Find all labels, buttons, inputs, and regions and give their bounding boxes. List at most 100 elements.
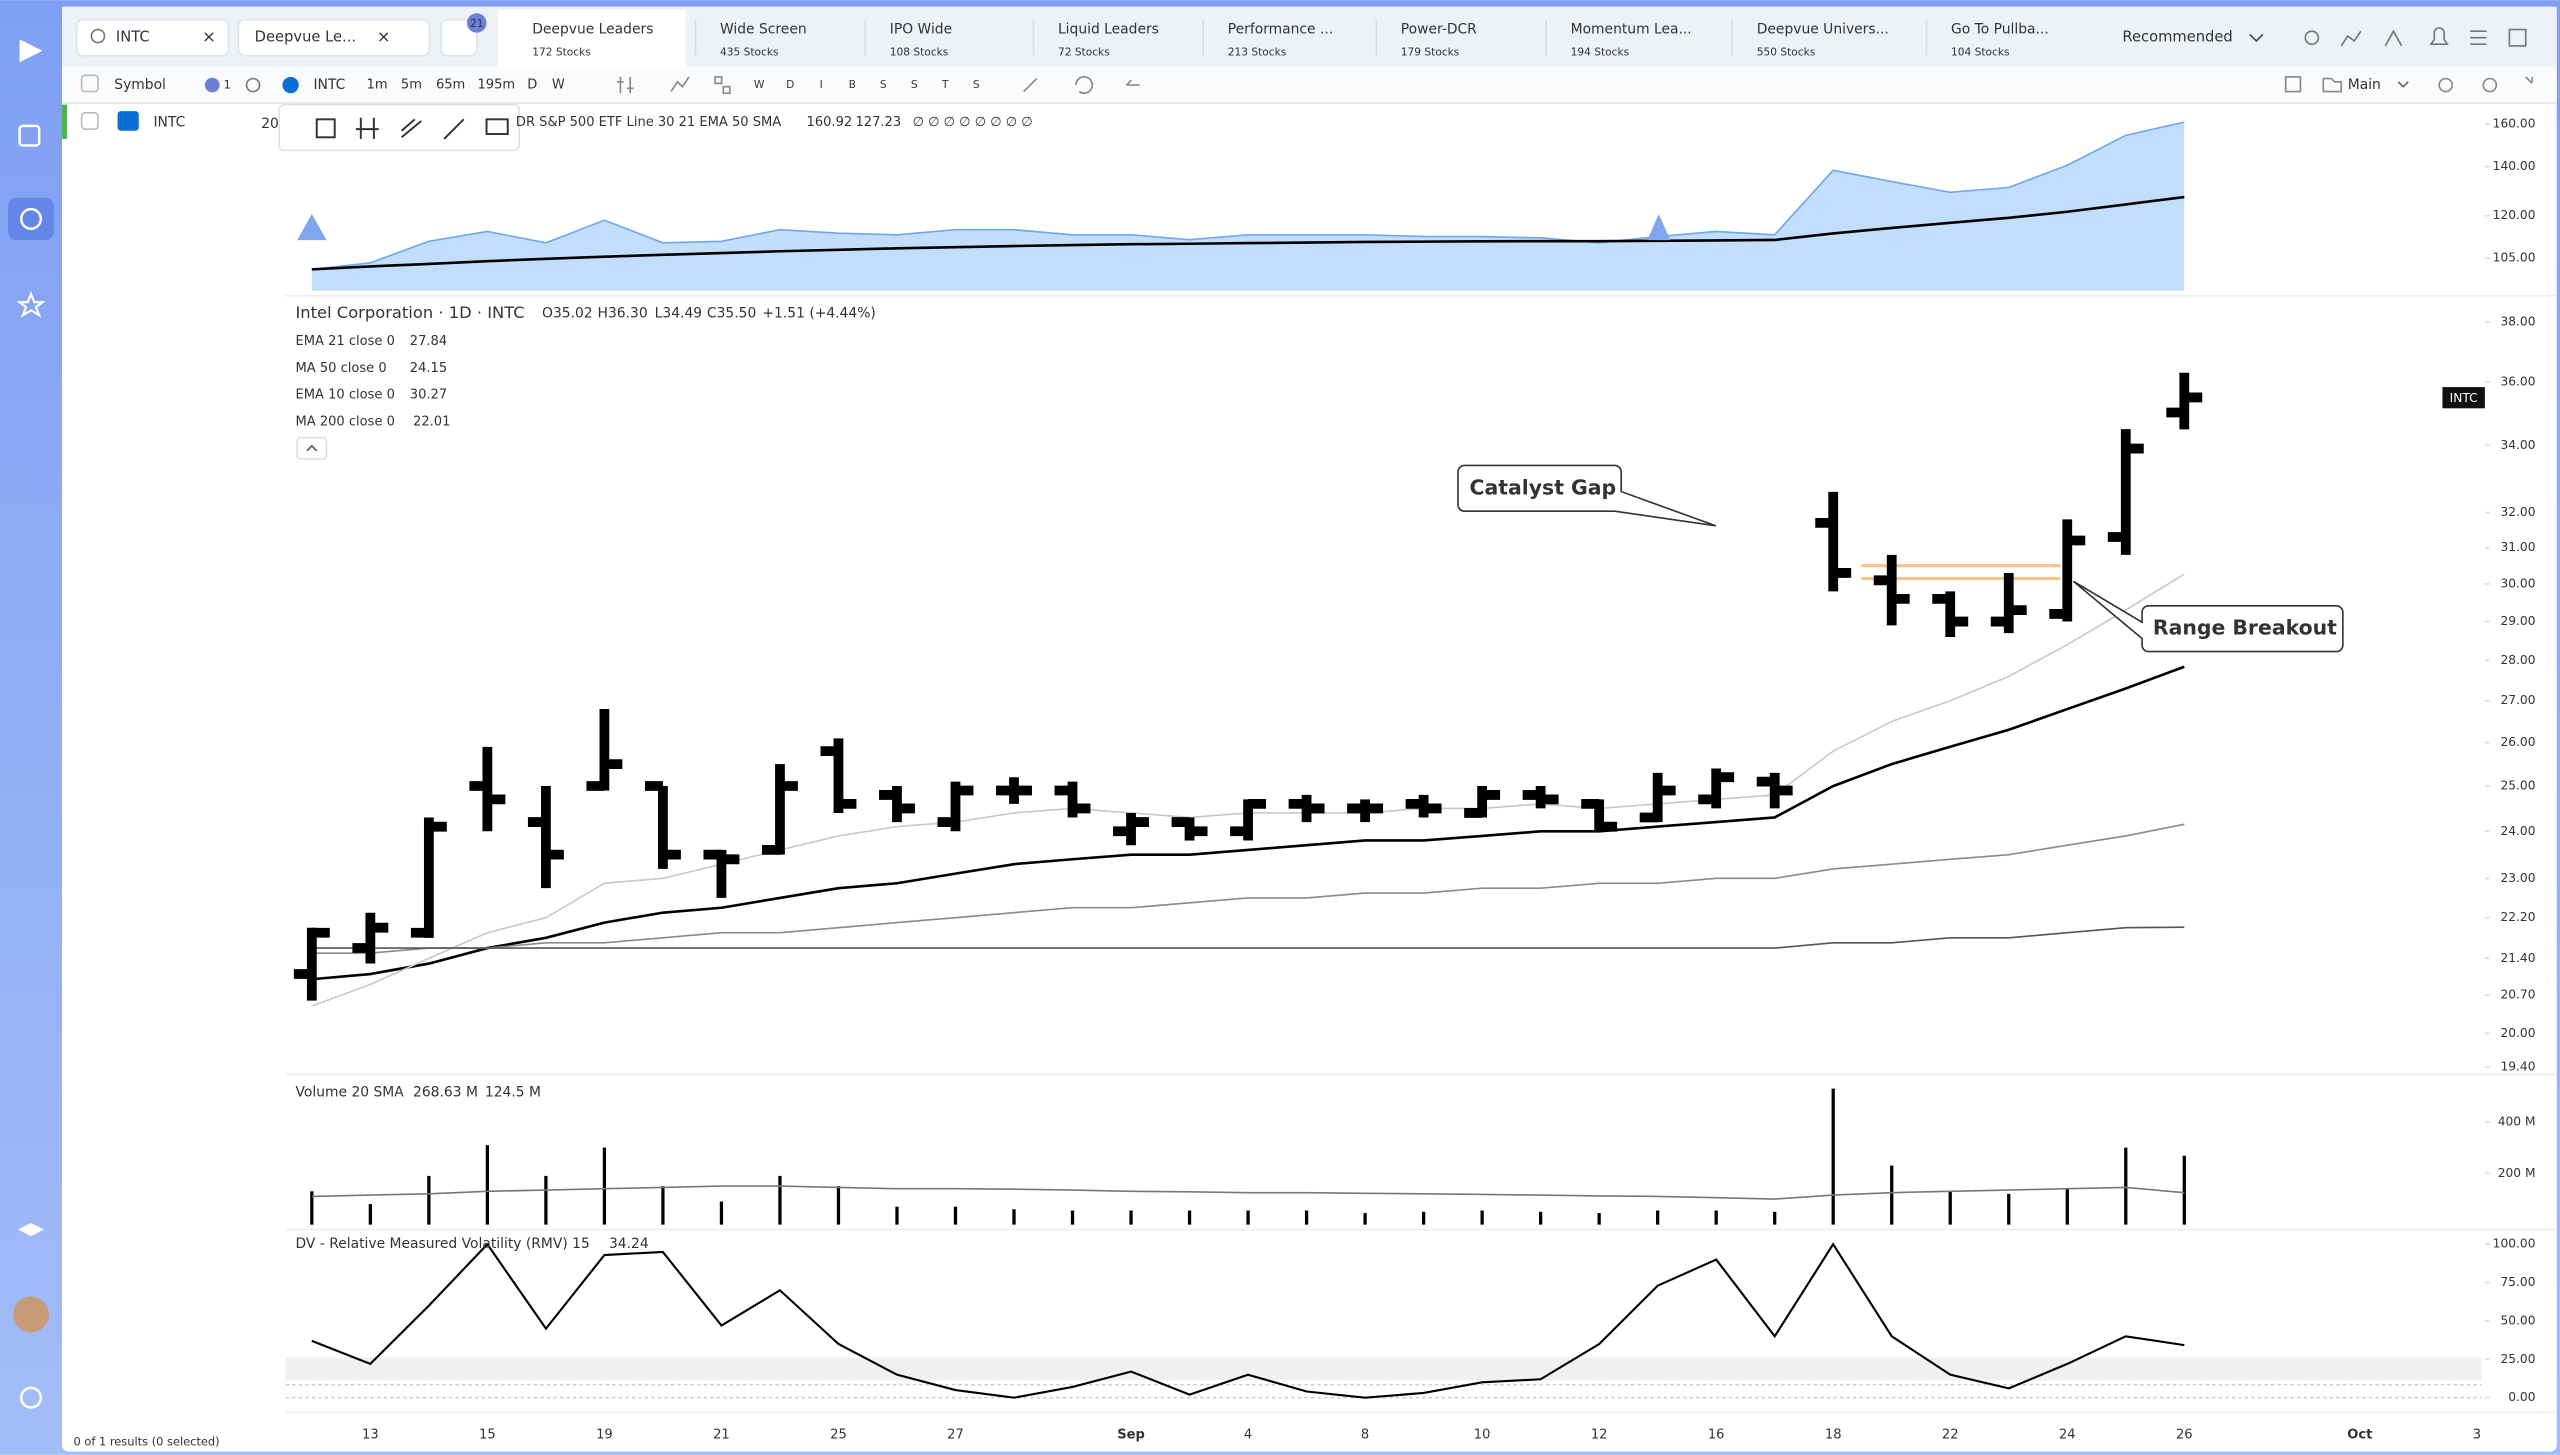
tab-name[interactable]: Deepvue Leaders — [532, 22, 653, 38]
y-tick-label: 32.00 — [2500, 505, 2535, 519]
y-tick-label: 27.00 — [2500, 693, 2535, 707]
clear-icon[interactable]: × — [202, 27, 216, 46]
tab-name[interactable]: Go To Pullba... — [1951, 22, 2049, 38]
interval[interactable]: 1m — [367, 78, 388, 93]
checkbox[interactable] — [80, 74, 99, 93]
tab-name[interactable]: Liquid Leaders — [1058, 22, 1159, 38]
toolbar-letter[interactable]: I — [820, 78, 823, 91]
nav-icon[interactable] — [16, 291, 46, 318]
interval[interactable]: 5m — [401, 78, 422, 93]
settings-icon[interactable] — [245, 77, 261, 93]
y-tick-label: 105.00 — [2493, 251, 2536, 265]
tab-count: 104 Stocks — [1951, 45, 2010, 58]
interval[interactable]: 65m — [436, 78, 465, 93]
indicator-line — [311, 823, 2185, 954]
toolbar-letter[interactable]: S — [911, 78, 918, 91]
rmv-line — [311, 1242, 2185, 1399]
x-tick-label: Oct — [2347, 1428, 2372, 1443]
indicator-name: MA 50 close 0 — [296, 361, 387, 376]
y-tick-label: 120.00 — [2493, 208, 2536, 222]
indicator-value: 27.84 — [410, 334, 447, 349]
y-tick-label: 50.00 — [2500, 1313, 2535, 1327]
price-tag-label: INTC — [2450, 391, 2478, 405]
tab-name[interactable]: Wide Screen — [720, 22, 807, 38]
x-tick-label: 10 — [1474, 1428, 1491, 1443]
toolbar-letter[interactable]: D — [786, 78, 794, 91]
y-tick-label: 0.00 — [2508, 1390, 2535, 1404]
y-tick-label: 25.00 — [2500, 1352, 2535, 1366]
tab-count: 435 Stocks — [720, 45, 779, 58]
rmv-legend: DV - Relative Measured Volatility (RMV) … — [296, 1236, 590, 1252]
tab-count: 213 Stocks — [1228, 45, 1287, 58]
tab-count: 179 Stocks — [1401, 45, 1460, 58]
interval[interactable]: 195m — [478, 78, 516, 93]
x-tick-label: 15 — [479, 1428, 496, 1443]
nav-icon[interactable] — [18, 124, 41, 147]
line — [311, 195, 2185, 271]
toolbar-letter[interactable]: S — [880, 78, 887, 91]
interval[interactable]: D — [527, 78, 537, 93]
nav-active[interactable] — [8, 197, 54, 241]
tab-name[interactable]: Momentum Lea... — [1571, 22, 1692, 38]
compare-value: 160.92 — [807, 115, 853, 130]
y-tick-label: 24.00 — [2500, 824, 2535, 838]
tab-name[interactable]: Deepvue Univers... — [1757, 22, 1889, 38]
drawing-tools[interactable] — [315, 117, 509, 140]
filter-button[interactable] — [440, 18, 478, 57]
row-symbol[interactable]: INTC — [153, 115, 185, 131]
symbol-logo — [117, 111, 139, 131]
search-box[interactable] — [75, 18, 230, 57]
search-icon — [90, 28, 106, 44]
sort-label: Recommended — [2122, 29, 2232, 46]
callout[interactable] — [1457, 464, 1717, 527]
toolbar-letter[interactable]: S — [973, 78, 980, 91]
alert-count: 1 — [224, 78, 231, 92]
row-indicator — [62, 104, 67, 139]
tab-name[interactable]: Performance ... — [1228, 22, 1333, 38]
tab-name[interactable]: Power-DCR — [1401, 22, 1477, 38]
collapse-button[interactable] — [296, 436, 328, 460]
ohlc-close: C35.50 — [707, 306, 756, 322]
y-tick-label: 31.00 — [2500, 540, 2535, 554]
watchlist-select[interactable] — [237, 18, 431, 57]
clear-icon[interactable]: × — [377, 27, 391, 46]
y-tick-label: 23.00 — [2500, 871, 2535, 885]
toolbar-letter[interactable]: W — [754, 78, 765, 91]
watchlist-select-label: Deepvue Le... — [255, 29, 356, 46]
alert-icon[interactable] — [204, 77, 220, 93]
layout-label[interactable]: Main — [2348, 77, 2381, 93]
signal-marker — [297, 214, 327, 241]
y-tick-label: 26.00 — [2500, 735, 2535, 749]
toolbar-letter[interactable]: T — [941, 78, 949, 91]
toolbar-icons — [617, 76, 2534, 95]
nav-icon[interactable] — [17, 1223, 45, 1237]
volume-value: 268.63 M — [413, 1084, 478, 1100]
interval[interactable]: W — [552, 78, 565, 93]
x-tick-label: 13 — [362, 1428, 379, 1443]
logo[interactable] — [19, 39, 43, 63]
y-tick-label: 19.40 — [2500, 1060, 2535, 1074]
tab-name[interactable]: IPO Wide — [890, 22, 952, 38]
active-tab[interactable] — [497, 9, 686, 68]
compare-value: 127.23 — [856, 115, 902, 130]
compare-placeholders: ∅ ∅ ∅ ∅ ∅ ∅ ∅ ∅ — [913, 115, 1033, 130]
y-tick-label: 25.00 — [2500, 779, 2535, 793]
ohlc-open: O35.02 — [542, 306, 593, 322]
indicator-line — [311, 665, 2185, 981]
tab-count: 72 Stocks — [1058, 45, 1110, 58]
help-icon[interactable] — [20, 1386, 43, 1409]
indicator-name: EMA 10 close 0 — [296, 388, 395, 403]
x-tick-label: 27 — [947, 1428, 964, 1443]
toolbar — [62, 67, 2557, 104]
toolbar-letter[interactable]: B — [849, 78, 856, 91]
y-tick-label: 38.00 — [2500, 315, 2535, 329]
badge-count: 21 — [470, 17, 484, 30]
y-tick-label: 100.00 — [2493, 1237, 2536, 1251]
checkbox[interactable] — [80, 111, 99, 130]
callout[interactable] — [2072, 580, 2344, 653]
toolbar-symbol[interactable]: INTC — [313, 77, 345, 93]
avatar[interactable] — [13, 1296, 49, 1333]
tab-count: 108 Stocks — [890, 45, 949, 58]
ohlc-low: L34.49 — [655, 306, 702, 322]
